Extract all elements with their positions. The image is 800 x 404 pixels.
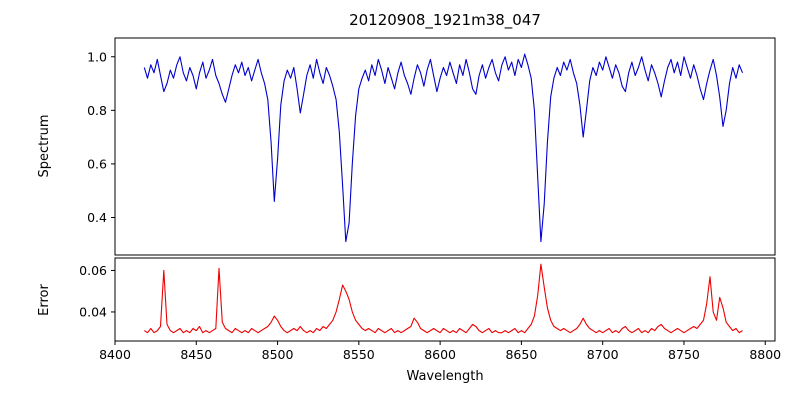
x-tick-label: 8650 xyxy=(505,347,537,362)
y-tick-label: 0.4 xyxy=(87,210,107,225)
error-axes: 0.04 0.06 xyxy=(79,257,776,342)
x-tick-label: 8700 xyxy=(587,347,619,362)
spectrum-axes: 0.4 0.6 0.8 1.0 xyxy=(87,37,776,256)
y-tick-label: 1.0 xyxy=(87,49,107,64)
y-tick-label: 0.06 xyxy=(79,263,107,278)
x-tick-label: 8450 xyxy=(180,347,212,362)
y-tick-label: 0.04 xyxy=(79,304,107,319)
x-axis-label: Wavelength xyxy=(406,369,483,384)
x-tick-label: 8800 xyxy=(749,347,781,362)
y-tick-label: 0.8 xyxy=(87,103,107,118)
chart-title: 20120908_1921m38_047 xyxy=(349,11,541,30)
x-axis: 8400 8450 8500 8550 8600 8650 8700 8750 8800 xyxy=(99,341,781,362)
x-tick-label: 8400 xyxy=(99,347,131,362)
spectrum-y-axis-label: Spectrum xyxy=(37,115,52,178)
spectrum-axes-frame xyxy=(114,37,776,256)
error-line xyxy=(143,263,743,334)
x-tick-label: 8500 xyxy=(262,347,294,362)
spectrum-line xyxy=(143,53,744,243)
x-tick-label: 8600 xyxy=(424,347,456,362)
x-tick-label: 8750 xyxy=(668,347,700,362)
error-axes-frame xyxy=(114,257,776,342)
x-tick-label: 8550 xyxy=(343,347,375,362)
error-y-axis-label: Error xyxy=(37,284,52,316)
y-tick-label: 0.6 xyxy=(87,156,107,171)
